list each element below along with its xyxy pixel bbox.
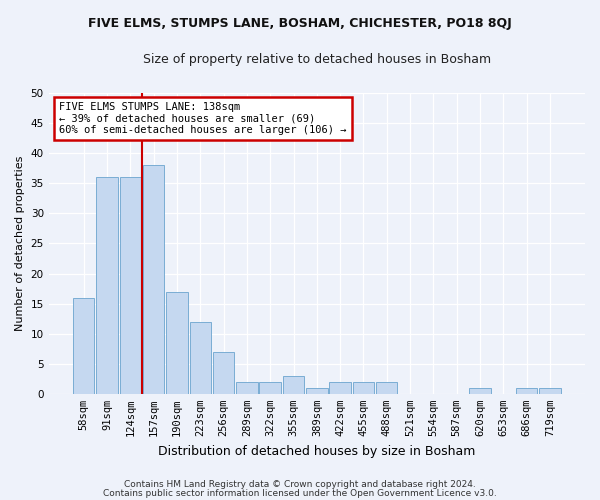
- Bar: [73, 298, 94, 394]
- Bar: [259, 382, 281, 394]
- X-axis label: Distribution of detached houses by size in Bosham: Distribution of detached houses by size …: [158, 444, 476, 458]
- Bar: [166, 292, 188, 394]
- Text: Contains public sector information licensed under the Open Government Licence v3: Contains public sector information licen…: [103, 489, 497, 498]
- Bar: [306, 388, 328, 394]
- Bar: [376, 382, 397, 394]
- Bar: [97, 178, 118, 394]
- Text: FIVE ELMS, STUMPS LANE, BOSHAM, CHICHESTER, PO18 8QJ: FIVE ELMS, STUMPS LANE, BOSHAM, CHICHEST…: [88, 18, 512, 30]
- Bar: [469, 388, 491, 394]
- Bar: [329, 382, 351, 394]
- Y-axis label: Number of detached properties: Number of detached properties: [15, 156, 25, 331]
- Text: FIVE ELMS STUMPS LANE: 138sqm
← 39% of detached houses are smaller (69)
60% of s: FIVE ELMS STUMPS LANE: 138sqm ← 39% of d…: [59, 102, 347, 136]
- Bar: [516, 388, 538, 394]
- Bar: [539, 388, 560, 394]
- Bar: [213, 352, 235, 394]
- Bar: [190, 322, 211, 394]
- Bar: [236, 382, 257, 394]
- Title: Size of property relative to detached houses in Bosham: Size of property relative to detached ho…: [143, 52, 491, 66]
- Bar: [283, 376, 304, 394]
- Bar: [353, 382, 374, 394]
- Bar: [143, 165, 164, 394]
- Text: Contains HM Land Registry data © Crown copyright and database right 2024.: Contains HM Land Registry data © Crown c…: [124, 480, 476, 489]
- Bar: [119, 178, 141, 394]
